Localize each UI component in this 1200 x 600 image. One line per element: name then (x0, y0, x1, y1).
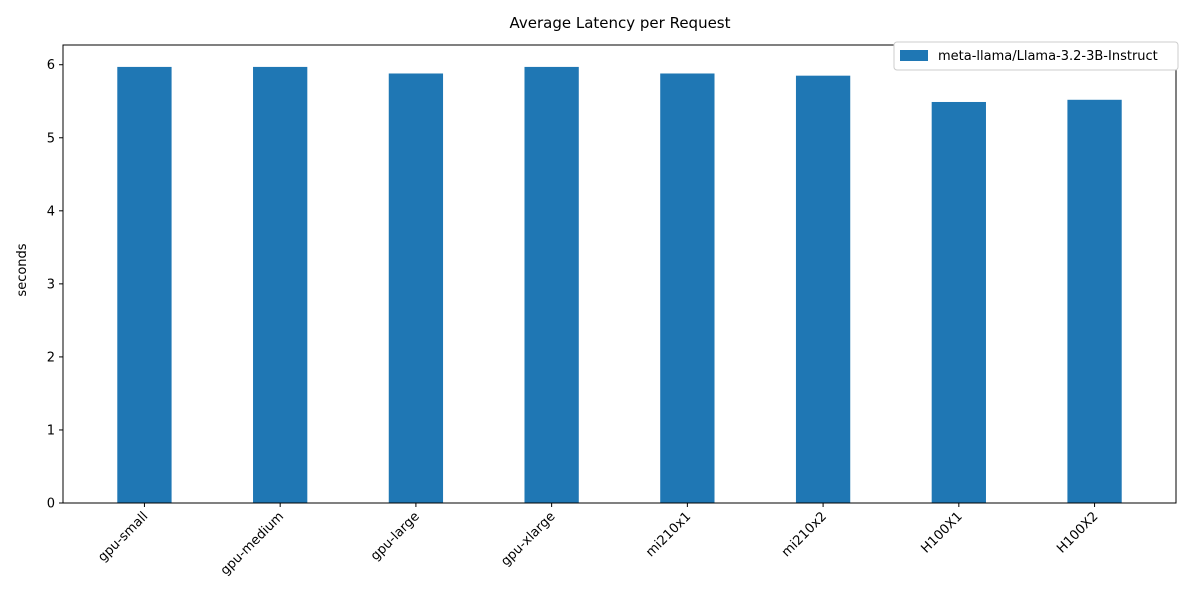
bar-H100X2 (1067, 99, 1122, 503)
legend-swatch (900, 50, 928, 61)
bars-group (117, 66, 1122, 503)
x-tick-label: gpu-medium (218, 509, 287, 578)
y-axis: 0 1 2 3 4 5 6 (47, 58, 63, 512)
legend: meta-llama/Llama-3.2-3B-Instruct (893, 41, 1179, 71)
y-tick-label: 3 (47, 277, 55, 292)
bar-gpu-large (388, 73, 444, 503)
y-tick-label: 2 (47, 350, 55, 365)
y-tick-label: 1 (47, 423, 55, 438)
y-tick-label: 6 (47, 58, 55, 73)
x-tick-label: H100X1 (918, 509, 965, 556)
x-axis: gpu-small gpu-medium gpu-large gpu-xlarge mi… (95, 503, 1101, 578)
x-tick-label: gpu-small (95, 509, 151, 565)
x-tick-label: H100X2 (1054, 509, 1101, 556)
bar-mi210x2 (795, 75, 851, 503)
bar-mi210x1 (660, 73, 715, 503)
bar-gpu-medium (253, 66, 308, 503)
y-tick-label: 4 (47, 204, 55, 219)
bar-H100X1 (931, 101, 986, 503)
x-tick-label: gpu-xlarge (498, 509, 558, 569)
y-tick-label: 5 (47, 131, 55, 146)
x-tick-label: mi210x1 (643, 509, 694, 560)
y-axis-label: seconds (15, 243, 30, 296)
legend-label: meta-llama/Llama-3.2-3B-Instruct (938, 49, 1158, 64)
plot-frame (62, 44, 1177, 504)
bar-gpu-xlarge (524, 66, 579, 503)
bar-gpu-small (117, 66, 172, 503)
x-tick-label: mi210x2 (779, 509, 830, 560)
chart-title: Average Latency per Request (509, 14, 730, 32)
legend-box (893, 41, 1179, 71)
y-tick-label: 0 (47, 497, 55, 512)
x-tick-label: gpu-large (368, 509, 423, 564)
